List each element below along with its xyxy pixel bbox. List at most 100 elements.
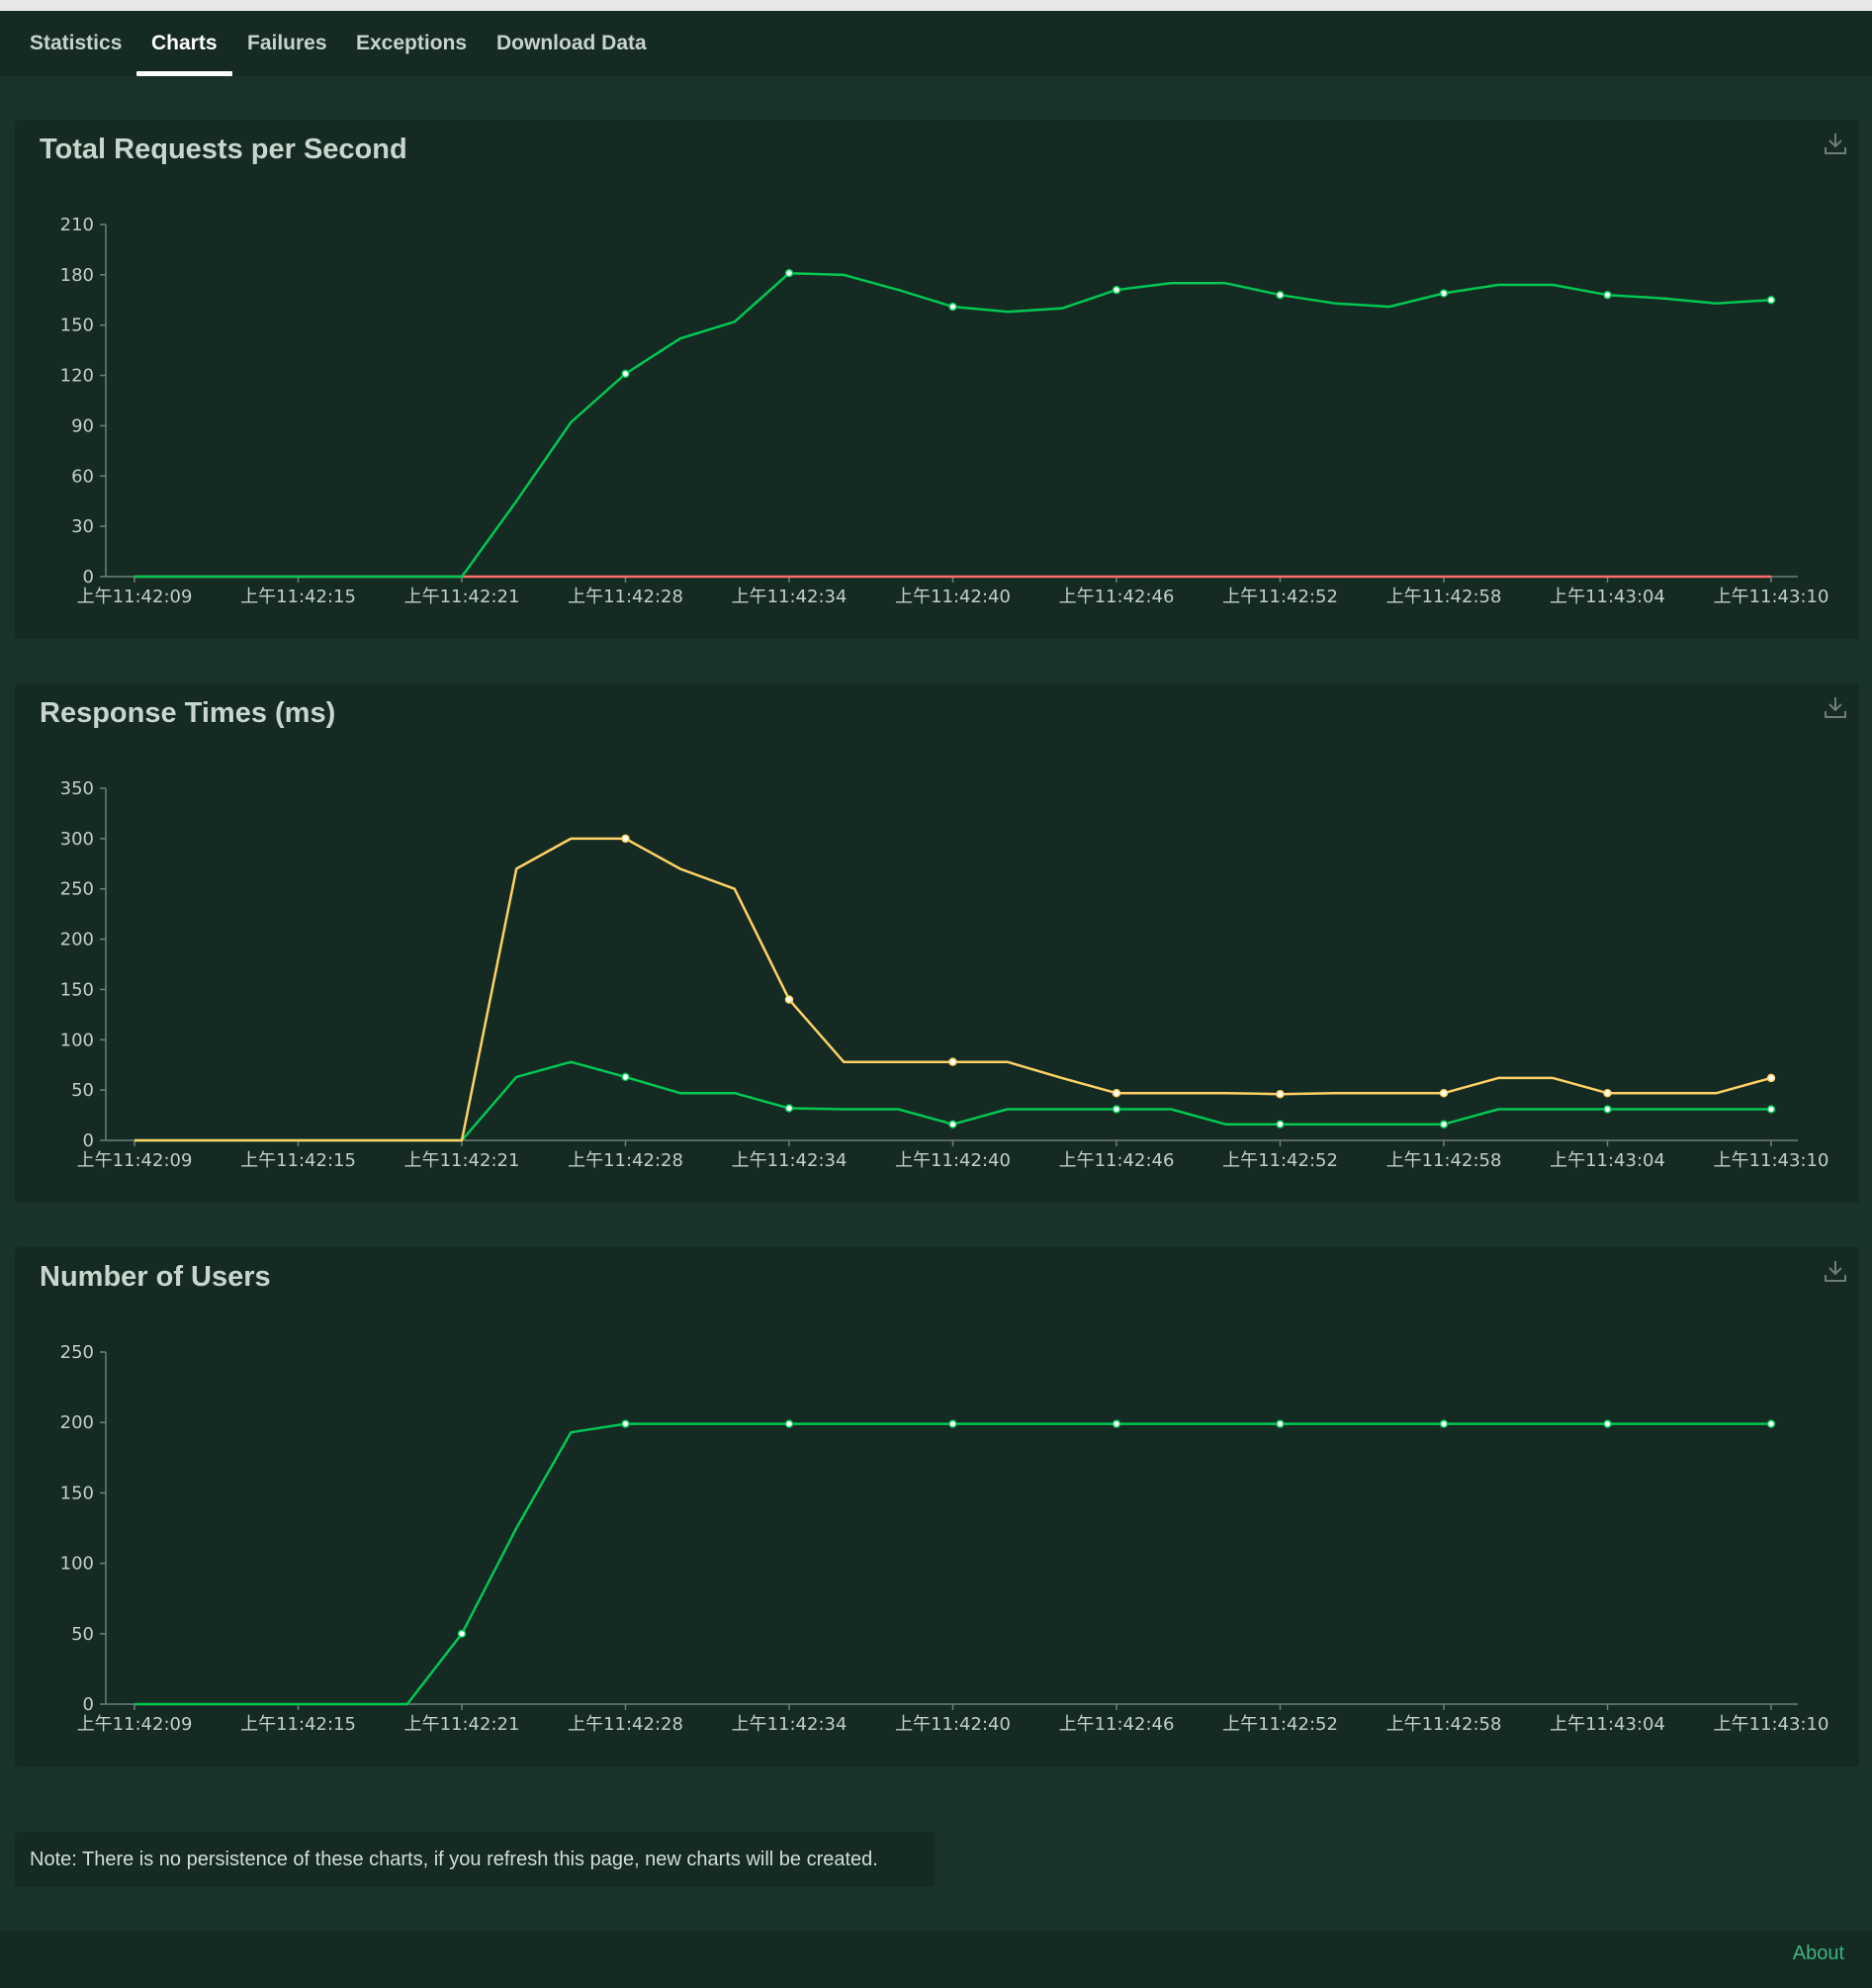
about-link[interactable]: About xyxy=(1792,1943,1844,1964)
y-tick-label: 30 xyxy=(71,516,94,537)
chart-card-users: Number of Users 0 50 100 150 200 250 上午11:42:0… xyxy=(15,1247,1859,1766)
x-tick-label: 上午11:42:15 xyxy=(240,587,356,607)
data-point xyxy=(1603,1105,1612,1114)
data-point xyxy=(1276,1089,1285,1099)
data-point xyxy=(784,995,794,1004)
x-tick-label: 上午11:43:10 xyxy=(1714,587,1829,607)
y-tick-label: 50 xyxy=(71,1080,94,1101)
y-tick-label: 250 xyxy=(60,1342,94,1363)
data-point xyxy=(948,302,957,312)
data-point xyxy=(784,1419,794,1428)
data-point xyxy=(1766,296,1776,305)
data-point xyxy=(1112,285,1121,295)
download-icon[interactable] xyxy=(1822,1257,1849,1285)
y-tick-label: 100 xyxy=(60,1030,94,1050)
y-tick-label: 0 xyxy=(83,567,94,587)
data-point xyxy=(1276,1120,1285,1129)
series-line xyxy=(134,837,1772,1142)
y-tick-label: 90 xyxy=(71,415,94,436)
rps-chart: 0 30 60 90 120 150 180 210 上午11:42:09 上午11:42:15 上… xyxy=(60,215,1829,607)
data-point xyxy=(948,1057,957,1066)
data-point xyxy=(621,369,630,379)
x-tick-label: 上午11:42:34 xyxy=(732,1714,847,1735)
data-point xyxy=(1112,1419,1121,1428)
tab-statistics[interactable]: Statistics xyxy=(30,32,123,54)
data-point xyxy=(1112,1105,1121,1114)
chart-title: Number of Users xyxy=(40,1261,271,1293)
x-tick-label: 上午11:42:34 xyxy=(732,1150,847,1171)
x-tick-label: 上午11:42:15 xyxy=(240,1150,356,1171)
x-tick-label: 上午11:43:04 xyxy=(1550,1714,1665,1735)
x-tick-label: 上午11:42:09 xyxy=(77,1150,193,1171)
data-point xyxy=(1603,290,1612,300)
x-tick-label: 上午11:42:34 xyxy=(732,587,847,607)
x-tick-label: 上午11:42:46 xyxy=(1059,587,1175,607)
x-tick-label: 上午11:43:04 xyxy=(1550,587,1665,607)
x-tick-label: 上午11:42:40 xyxy=(895,1714,1011,1735)
tab-exceptions[interactable]: Exceptions xyxy=(356,32,468,54)
data-point xyxy=(1439,289,1449,298)
chart-card-rps: Total Requests per Second 0 30 60 90 120 150 1… xyxy=(15,120,1859,639)
chart-title: Response Times (ms) xyxy=(40,697,336,729)
y-tick-label: 150 xyxy=(60,1483,94,1503)
x-tick-label: 上午11:43:10 xyxy=(1714,1714,1829,1735)
y-tick-label: 0 xyxy=(83,1130,94,1151)
data-point xyxy=(1603,1088,1612,1098)
footer: About xyxy=(0,1931,1872,1988)
y-tick-label: 350 xyxy=(60,778,94,799)
data-point xyxy=(1766,1105,1776,1114)
x-tick-label: 上午11:42:40 xyxy=(895,587,1011,607)
x-tick-label: 上午11:43:10 xyxy=(1714,1150,1829,1171)
x-tick-label: 上午11:42:46 xyxy=(1059,1150,1175,1171)
x-tick-label: 上午11:42:28 xyxy=(568,1150,683,1171)
persistence-note: Note: There is no persistence of these c… xyxy=(15,1832,935,1887)
data-point xyxy=(1439,1088,1449,1098)
y-tick-label: 0 xyxy=(83,1694,94,1715)
x-tick-label: 上午11:42:58 xyxy=(1386,587,1502,607)
x-tick-label: 上午11:42:21 xyxy=(404,1714,520,1735)
data-point xyxy=(1439,1120,1449,1129)
x-tick-label: 上午11:42:52 xyxy=(1222,1714,1338,1735)
data-point xyxy=(1766,1073,1776,1083)
x-tick-label: 上午11:42:09 xyxy=(77,1714,193,1735)
series-line xyxy=(134,1060,1771,1142)
data-point xyxy=(621,1072,630,1082)
tab-failures[interactable]: Failures xyxy=(247,32,327,54)
y-tick-label: 60 xyxy=(71,466,94,487)
tab-download-data[interactable]: Download Data xyxy=(496,32,647,54)
tab-charts[interactable]: Charts xyxy=(151,32,218,54)
data-point xyxy=(784,1104,794,1113)
tab-bar: Statistics Charts Failures Exceptions Do… xyxy=(0,11,1872,76)
download-icon[interactable] xyxy=(1822,693,1849,721)
x-tick-label: 上午11:42:15 xyxy=(240,1714,356,1735)
x-tick-label: 上午11:42:46 xyxy=(1059,1714,1175,1735)
y-tick-label: 300 xyxy=(60,829,94,850)
y-tick-label: 50 xyxy=(71,1624,94,1645)
download-icon[interactable] xyxy=(1822,130,1849,157)
y-tick-label: 250 xyxy=(60,879,94,900)
data-point xyxy=(1439,1419,1449,1428)
series-line xyxy=(134,1422,1771,1706)
y-tick-label: 150 xyxy=(60,316,94,336)
data-point xyxy=(1112,1088,1121,1098)
y-tick-label: 210 xyxy=(60,215,94,235)
data-point xyxy=(621,834,630,844)
data-point xyxy=(1276,290,1285,300)
y-tick-label: 200 xyxy=(60,1412,94,1433)
chart-card-response-times: Response Times (ms) 0 50 100 150 200 250 300 35… xyxy=(15,683,1859,1203)
x-tick-label: 上午11:42:52 xyxy=(1222,1150,1338,1171)
x-tick-label: 上午11:42:28 xyxy=(568,1714,683,1735)
x-tick-label: 上午11:42:28 xyxy=(568,587,683,607)
x-tick-label: 上午11:42:09 xyxy=(77,587,193,607)
x-tick-label: 上午11:42:52 xyxy=(1222,587,1338,607)
data-point xyxy=(948,1419,957,1428)
users-chart: 0 50 100 150 200 250 上午11:42:09 上午11:42:15 上午11:… xyxy=(60,1342,1829,1735)
y-tick-label: 100 xyxy=(60,1554,94,1575)
data-point xyxy=(1276,1419,1285,1428)
y-tick-label: 200 xyxy=(60,930,94,950)
x-tick-label: 上午11:43:04 xyxy=(1550,1150,1665,1171)
y-tick-label: 150 xyxy=(60,979,94,1000)
data-point xyxy=(1766,1419,1776,1428)
x-tick-label: 上午11:42:58 xyxy=(1386,1714,1502,1735)
chart-title: Total Requests per Second xyxy=(40,134,407,165)
